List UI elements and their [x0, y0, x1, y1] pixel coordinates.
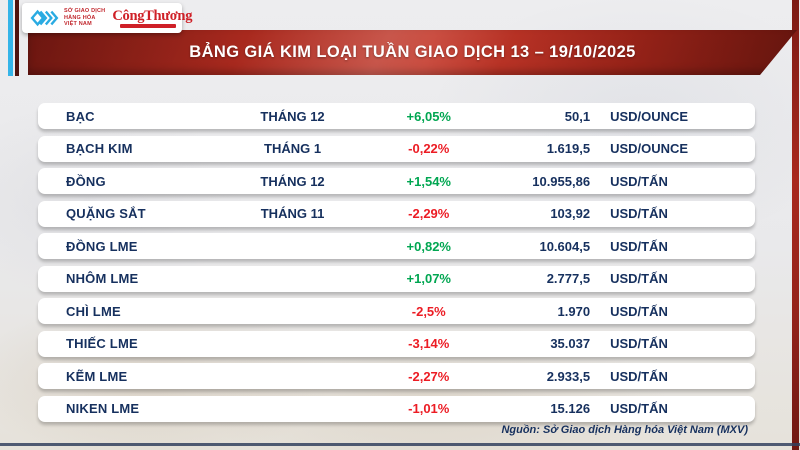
bottom-rule — [0, 443, 800, 446]
price-unit: USD/TẤN — [610, 238, 668, 254]
change-percent: +1,54% — [406, 173, 451, 189]
table-row: ĐỒNG THÁNG 12 +1,54% 10.955,86 USD/TẤN — [38, 168, 755, 194]
price-unit: USD/TẤN — [610, 401, 668, 416]
mxv-logo-icon — [30, 9, 59, 27]
contract-month: THÁNG 12 — [260, 108, 325, 124]
mxv-org-line: HÀNG HÓA — [64, 14, 96, 21]
contract-month: THÁNG 11 — [260, 206, 325, 221]
metal-name: THIẾC LME — [66, 336, 138, 351]
price-value: 1.970 — [557, 303, 591, 319]
table-row: NIKEN LME -1,01% 15.126 USD/TẤN — [38, 395, 755, 422]
metal-name: ĐỒNG — [66, 173, 106, 189]
price-value: 10.955,86 — [532, 173, 591, 189]
table-row: NHÔM LME +1,07% 2.777,5 USD/TẤN — [38, 265, 755, 292]
price-unit: USD/TẤN — [610, 368, 668, 384]
price-value: 35.037 — [550, 336, 591, 351]
logo-plate: SỞ GIAO DỊCH HÀNG HÓA VIỆT NAM CôngThươn… — [22, 3, 192, 33]
price-unit: USD/TẤN — [610, 303, 668, 319]
change-percent: -3,14% — [408, 336, 450, 351]
price-value: 10.604,5 — [539, 238, 591, 254]
mxv-org-line: VIỆT NAM — [64, 21, 92, 28]
price-unit: USD/TẤN — [610, 173, 668, 189]
contract-month: THÁNG 12 — [260, 173, 325, 189]
congthuong-tagline-bar — [120, 23, 177, 28]
contract-month: THÁNG 1 — [264, 141, 322, 156]
table-row: QUẶNG SẮT THÁNG 11 -2,29% 103,92 USD/TẤN — [38, 200, 755, 227]
change-percent: +1,07% — [406, 271, 451, 286]
price-table: BẠC THÁNG 12 +6,05% 50,1 USD/OUNCE BẠCH … — [38, 103, 755, 422]
change-percent: +0,82% — [406, 238, 451, 254]
price-value: 2.933,5 — [546, 368, 591, 384]
page-title: BẢNG GIÁ KIM LOẠI TUẦN GIAO DỊCH 13 – 19… — [189, 43, 636, 61]
price-value: 1.619,5 — [546, 141, 591, 156]
table-row: CHÌ LME -2,5% 1.970 USD/TẤN — [38, 298, 755, 324]
table-row: THIẾC LME -3,14% 35.037 USD/TẤN — [38, 330, 755, 357]
price-unit: USD/TẤN — [610, 271, 668, 286]
change-percent: -2,5% — [411, 303, 446, 319]
title-banner: BẢNG GIÁ KIM LOẠI TUẦN GIAO DỊCH 13 – 19… — [28, 30, 797, 75]
change-percent: -1,01% — [408, 401, 450, 416]
congthuong-wordmark: CôngThương — [112, 7, 193, 24]
table-row: BẠCH KIM THÁNG 1 -0,22% 1.619,5 USD/OUNC… — [38, 135, 755, 162]
metal-name: NHÔM LME — [66, 271, 139, 286]
table-row: KẼM LME -2,27% 2.933,5 USD/TẤN — [38, 363, 755, 389]
price-unit: USD/TẤN — [610, 336, 668, 351]
price-value: 50,1 — [564, 108, 591, 124]
congthuong-logo: CôngThương — [112, 7, 193, 28]
price-value: 15.126 — [550, 401, 591, 416]
table-row: ĐỒNG LME +0,82% 10.604,5 USD/TẤN — [38, 233, 755, 259]
left-accent-stripe-blue — [8, 0, 13, 76]
left-accent-stripe-maroon — [15, 0, 19, 76]
price-value: 103,92 — [550, 206, 591, 221]
mxv-org-line: SỞ GIAO DỊCH — [64, 8, 106, 15]
metal-name: KẼM LME — [66, 368, 128, 384]
change-percent: +6,05% — [406, 108, 451, 124]
metal-name: ĐỒNG LME — [66, 238, 138, 254]
change-percent: -2,29% — [408, 206, 450, 221]
metal-name: NIKEN LME — [66, 401, 140, 416]
mxv-org-name: SỞ GIAO DỊCH HÀNG HÓA VIỆT NAM — [64, 8, 105, 28]
price-unit: USD/OUNCE — [610, 108, 689, 124]
right-accent-bar — [792, 0, 799, 450]
price-unit: USD/OUNCE — [610, 141, 689, 156]
metal-name: QUẶNG SẮT — [66, 206, 146, 221]
metal-name: CHÌ LME — [66, 303, 121, 319]
metal-name: BẠCH KIM — [66, 141, 133, 156]
source-credit: Nguồn: Sở Giao dịch Hàng hóa Việt Nam (M… — [501, 424, 748, 436]
change-percent: -0,22% — [408, 141, 450, 156]
table-row: BẠC THÁNG 12 +6,05% 50,1 USD/OUNCE — [38, 103, 755, 129]
price-unit: USD/TẤN — [610, 206, 668, 221]
price-value: 2.777,5 — [546, 271, 591, 286]
metal-name: BẠC — [66, 108, 95, 124]
change-percent: -2,27% — [408, 368, 450, 384]
